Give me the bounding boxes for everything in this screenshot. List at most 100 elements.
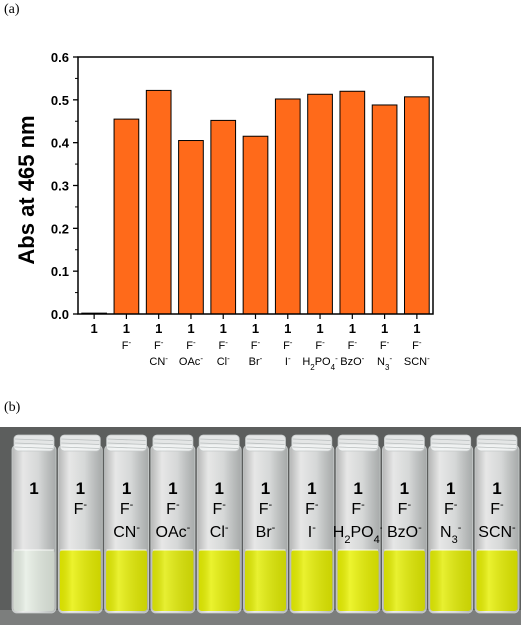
x-tick-label: 1 [381,321,388,336]
bar [274,98,301,315]
vial-thread [339,442,378,445]
vial-thread [431,442,470,445]
x-tick-label-anion: OAc- [179,354,203,369]
vial-label-ion: F- [351,499,365,518]
x-tick-label-anion: SCN- [404,354,430,369]
vial-label-anion: BzO- [387,522,422,541]
panel-label-a: (a) [4,2,20,17]
vial-solution-shade [198,550,240,611]
vial-thread [292,442,331,445]
y-tick-label: 0.4 [51,136,70,151]
vial-label-receptor: 1 [29,479,38,498]
bar [242,135,269,315]
vial-label-ion: F- [120,499,134,518]
x-axis-labels: 1 1F-1F-CN-1F-OAc-1F-Cl-1F-Br-1F-I-1F-H2P… [91,314,430,372]
vial-label-ion: F- [305,499,319,518]
vial-thread [385,442,424,445]
vial-label-anion: I- [308,522,316,541]
y-tick-label: 0.2 [51,221,69,236]
vial-label-ion: F- [259,499,273,518]
photo-surface [0,610,521,625]
vial-thread [61,438,100,441]
x-tick-label-anion: N3- [377,354,392,372]
vial-thread [477,442,517,445]
x-tick-label-ion: F- [122,338,132,353]
vial-thread [61,446,100,449]
vial-thread [339,438,378,441]
vial-label-receptor: 1 [307,479,316,498]
vial-solution-shade [59,550,101,611]
x-tick-label-anion: Cl- [217,354,230,369]
y-tick-label: 0.6 [51,50,69,65]
x-tick-label: 1 [349,321,356,336]
vial-thread [14,438,54,441]
vial-thread [246,438,285,441]
vial-photo: 1 1F-1F-CN-1F-OAc-1F-Cl-1F-Br-1F-I-1F-H2P… [0,427,521,625]
vial-label-anion: SCN- [478,522,516,541]
y-axis-title: Abs at 465 nm [14,115,39,264]
vial-label-anion: N3- [440,522,462,546]
x-tick-label: 1 [284,321,291,336]
bars [81,89,430,315]
x-tick-label-ion: F- [219,338,229,353]
x-tick-label: 1 [187,321,194,336]
vial-label-ion: F- [74,499,88,518]
x-tick-label: 1 [316,321,323,336]
bar [404,96,430,315]
x-tick-label-ion: F- [154,338,164,353]
vial-thread [14,446,54,449]
vial-thread [246,446,285,449]
bar [210,119,237,315]
vial: 1F- [57,434,103,614]
vial: 1F- Cl- [196,434,242,614]
vial-label-ion: F- [444,499,458,518]
x-tick-label-ion: F- [186,338,196,353]
y-tick-label: 0.5 [51,93,69,108]
vial-thread [200,446,239,449]
y-tick-label: 0.1 [51,264,69,279]
vial-label-anion: CN- [113,522,140,541]
vial-label-anion: H2PO4- [333,522,384,546]
y-axis: 0.0 0.1 0.2 0.3 0.4 0.5 0.6 [51,50,78,322]
x-tick-label: 1 [155,321,162,336]
x-tick-label-anion: I- [285,354,291,369]
x-tick-label-anion: BzO- [340,354,364,369]
vial-label-anion: OAc- [156,522,191,541]
vial: 1F- SCN- [474,434,520,614]
vial-thread [292,438,331,441]
vial-label-anion: Cl- [210,522,229,541]
vial-label-ion: F- [490,499,504,518]
vial-label-receptor: 1 [446,479,455,498]
vial-thread [477,438,517,441]
vial: 1F- Br- [243,434,288,614]
vial-thread [385,446,424,449]
bar [113,118,140,315]
plot-frame [77,56,434,315]
vial-solution-shade [430,550,472,611]
vial-thread [292,446,331,449]
vial-label-receptor: 1 [353,479,362,498]
vial-thread [153,438,192,441]
vial-label-receptor: 1 [76,479,85,498]
vial-thread [200,438,239,441]
x-tick-label-anion: Br- [249,354,263,369]
bar [145,89,172,315]
y-tick-label: 0.3 [51,179,69,194]
x-tick-label-ion: F- [315,338,325,353]
panel-label-b: (b) [4,400,21,415]
vial-thread [246,442,285,445]
vial-label-ion: F- [398,499,412,518]
x-tick-label-ion: F- [283,338,293,353]
x-tick-label: 1 [413,321,420,336]
vial-solution-shade [337,550,379,611]
vial-label-receptor: 1 [492,479,501,498]
vial: 1F- CN- [104,434,149,614]
vial-thread [14,442,54,445]
x-tick-label-ion: F- [251,338,261,353]
vial-thread [431,438,470,441]
x-tick-label: 1 [91,321,98,336]
vial-label-receptor: 1 [261,479,270,498]
vial-solution-shade [13,550,55,611]
x-tick-label-ion: F- [348,338,358,353]
vial-solution-shade [152,550,194,611]
